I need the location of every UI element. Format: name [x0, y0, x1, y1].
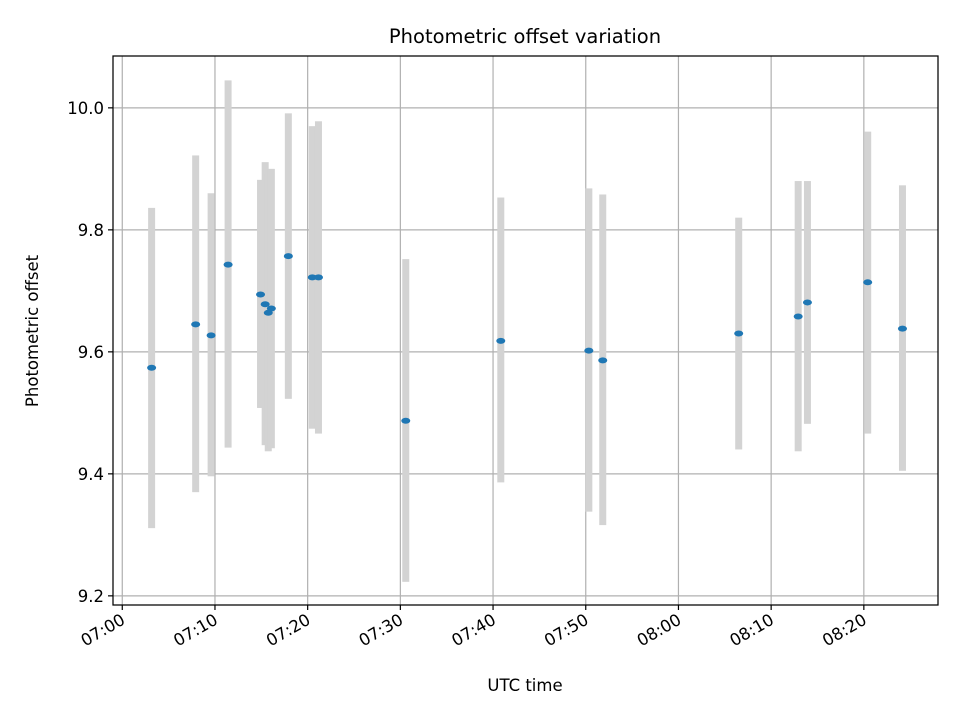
data-points [147, 253, 907, 424]
y-axis-label: Photometric offset [23, 254, 42, 407]
data-point [734, 330, 744, 337]
data-point [206, 332, 216, 339]
data-point [191, 321, 201, 328]
grid [113, 56, 938, 605]
data-point [256, 291, 266, 298]
data-point [897, 325, 907, 332]
data-point [283, 253, 293, 260]
chart-title: Photometric offset variation [389, 25, 661, 48]
data-point [802, 299, 812, 306]
y-tick-label: 9.8 [78, 221, 104, 240]
data-point [147, 364, 157, 371]
data-point [598, 357, 608, 364]
data-point [260, 301, 270, 308]
data-point [496, 337, 506, 344]
plot-frame [112, 55, 939, 606]
data-point [307, 274, 317, 281]
data-point [223, 261, 233, 268]
y-tick-label: 9.6 [78, 343, 104, 362]
data-point [863, 279, 873, 286]
y-axis: 9.2 9.4 9.6 9.8 10.0 [67, 99, 113, 606]
x-axis-label: UTC time [487, 676, 562, 695]
y-tick-label: 9.2 [78, 587, 104, 606]
data-point [313, 274, 323, 281]
data-point [584, 347, 594, 354]
data-point [266, 305, 276, 312]
y-tick-label: 10.0 [67, 99, 104, 118]
data-point [793, 313, 803, 320]
data-point [401, 417, 411, 424]
y-tick-label: 9.4 [78, 465, 104, 484]
